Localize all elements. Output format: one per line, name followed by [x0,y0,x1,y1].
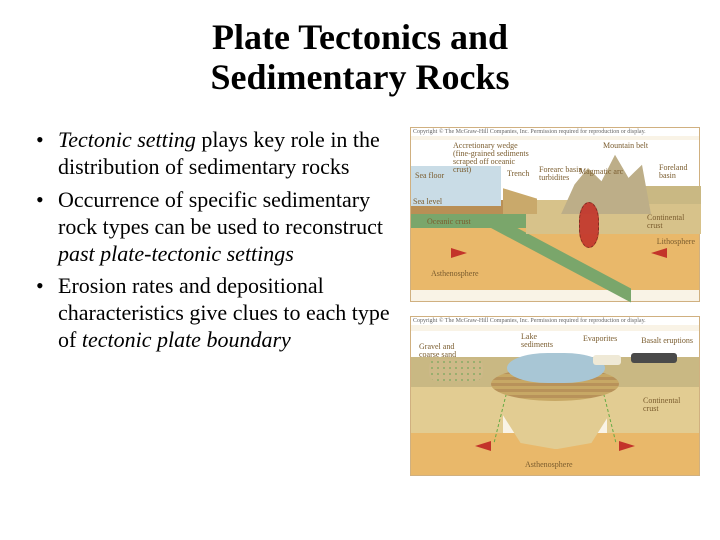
fig2-gravel-fan [429,359,483,381]
title-line-1: Plate Tectonics and [212,17,508,57]
fig1-magma [579,202,599,248]
fig1-label-asth: Asthenosphere [431,270,479,278]
fig2-copyright: Copyright © The McGraw-Hill Companies, I… [411,317,699,325]
fig2-label-evap: Evaporites [583,335,617,343]
bullet-2-em: past plate-tectonic settings [58,241,294,266]
bullet-3-em: tectonic plate boundary [82,327,291,352]
bullet-1: Tectonic setting plays key role in the d… [30,127,400,181]
fig1-plate-arrow-right [451,248,467,258]
fig1-label-trench: Trench [507,170,529,178]
bullet-1-em: Tectonic setting [58,127,196,152]
slide-title: Plate Tectonics and Sedimentary Rocks [0,0,720,107]
figure-rift-basin: Copyright © The McGraw-Hill Companies, I… [410,316,700,476]
fig1-label-mountain: Mountain belt [603,142,648,150]
fig2-lake [507,353,605,383]
fig2-label-lake: Lake sediments [521,333,565,349]
fig2-arrow-left [475,441,491,451]
fig2-crust-left [411,387,503,433]
fig1-label-magmatic: Magmatic arc [579,168,623,176]
content-row: Tectonic setting plays key role in the d… [0,107,720,476]
bullet-3: Erosion rates and depositional character… [30,273,400,353]
fig1-label-foreland: Foreland basin [659,164,697,180]
fig1-copyright: Copyright © The McGraw-Hill Companies, I… [411,128,699,136]
fig1-label-ocrust: Oceanic crust [427,218,471,226]
fig2-evaporites [593,355,621,365]
figures-column: Copyright © The McGraw-Hill Companies, I… [400,127,700,476]
fig1-label-sealevel: Sea level [413,198,442,206]
fig1-label-lith: Lithosphere [657,238,695,246]
bullet-list: Tectonic setting plays key role in the d… [30,127,400,476]
fig1-label-contcrust: Continental crust [647,214,697,230]
bullet-2-text: Occurrence of specific sedimentary rock … [58,187,383,239]
fig2-label-basalt: Basalt eruptions [641,337,693,345]
fig2-label-contcrust: Continental crust [643,397,693,413]
fig2-basalt [631,353,677,363]
fig2-label-asth: Asthenosphere [525,461,573,469]
fig1-foreland-surface [641,186,701,204]
fig2-label-gravel: Gravel and coarse sand [419,343,469,359]
bullet-2: Occurrence of specific sedimentary rock … [30,187,400,267]
fig1-label-seafloor: Sea floor [415,172,444,180]
fig1-plate-arrow-left [651,248,667,258]
title-line-2: Sedimentary Rocks [211,57,510,97]
fig2-arrow-right [619,441,635,451]
figure-convergent-margin: Copyright © The McGraw-Hill Companies, I… [410,127,700,302]
